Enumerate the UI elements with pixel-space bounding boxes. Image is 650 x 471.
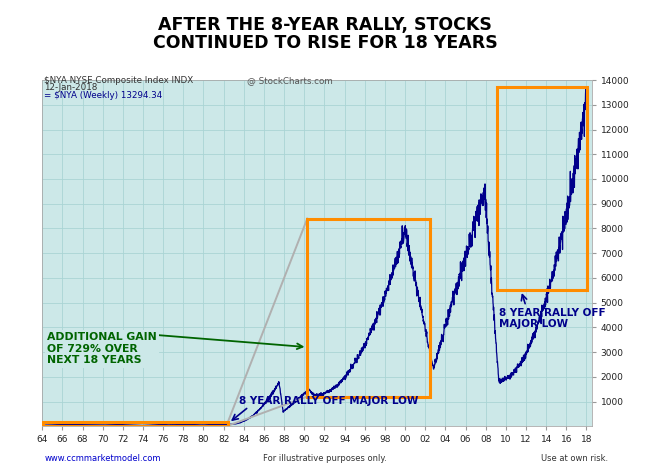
Text: 12-Jan-2018: 12-Jan-2018 bbox=[44, 83, 98, 92]
Text: $NYA NYSE Composite Index INDX: $NYA NYSE Composite Index INDX bbox=[44, 76, 194, 85]
Text: ADDITIONAL GAIN
OF 729% OVER
NEXT 18 YEARS: ADDITIONAL GAIN OF 729% OVER NEXT 18 YEA… bbox=[47, 333, 157, 365]
Text: 8 YEAR RALLY OFF MAJOR LOW: 8 YEAR RALLY OFF MAJOR LOW bbox=[239, 397, 418, 406]
Text: = $NYA (Weekly) 13294.34: = $NYA (Weekly) 13294.34 bbox=[44, 91, 162, 100]
Bar bbox=[307, 219, 430, 397]
Text: @ StockCharts.com: @ StockCharts.com bbox=[247, 76, 333, 85]
Bar bbox=[44, 422, 228, 426]
Text: 8 YEAR RALLY OFF
MAJOR LOW: 8 YEAR RALLY OFF MAJOR LOW bbox=[499, 308, 605, 329]
Text: CONTINUED TO RISE FOR 18 YEARS: CONTINUED TO RISE FOR 18 YEARS bbox=[153, 34, 497, 52]
Text: www.ccmmarketmodel.com: www.ccmmarketmodel.com bbox=[44, 454, 161, 463]
Text: Use at own risk.: Use at own risk. bbox=[541, 454, 608, 463]
Bar bbox=[497, 88, 588, 290]
Text: For illustrative purposes only.: For illustrative purposes only. bbox=[263, 454, 387, 463]
Text: AFTER THE 8-YEAR RALLY, STOCKS: AFTER THE 8-YEAR RALLY, STOCKS bbox=[158, 16, 492, 34]
